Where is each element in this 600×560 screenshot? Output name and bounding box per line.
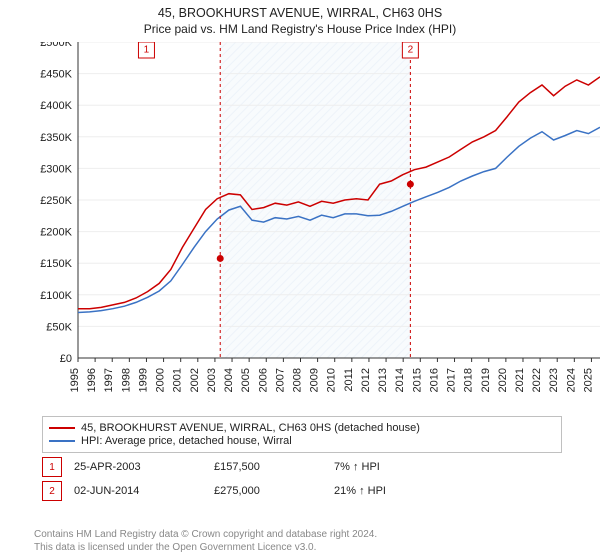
svg-text:2004: 2004 <box>223 368 235 392</box>
svg-text:2024: 2024 <box>565 368 577 392</box>
svg-text:2003: 2003 <box>206 368 218 392</box>
legend: 45, BROOKHURST AVENUE, WIRRAL, CH63 0HS … <box>42 416 562 453</box>
svg-text:2000: 2000 <box>155 368 167 392</box>
svg-text:£500K: £500K <box>40 42 72 49</box>
svg-text:2006: 2006 <box>257 368 269 392</box>
svg-text:2013: 2013 <box>377 368 389 392</box>
svg-text:2007: 2007 <box>274 368 286 392</box>
svg-text:2014: 2014 <box>394 368 406 392</box>
svg-text:2011: 2011 <box>343 368 355 392</box>
tx-price: £275,000 <box>214 485 334 497</box>
tx-delta: 7% ↑ HPI <box>334 461 590 473</box>
svg-text:2012: 2012 <box>360 368 372 392</box>
footer-line-2: This data is licensed under the Open Gov… <box>34 542 316 553</box>
svg-text:2001: 2001 <box>172 368 184 392</box>
footer-line-1: Contains HM Land Registry data © Crown c… <box>34 529 377 540</box>
svg-text:2020: 2020 <box>497 368 509 392</box>
svg-text:2009: 2009 <box>309 368 321 392</box>
svg-text:1999: 1999 <box>137 368 149 392</box>
svg-text:1: 1 <box>144 45 150 56</box>
svg-text:2008: 2008 <box>291 368 303 392</box>
svg-text:1995: 1995 <box>69 368 81 392</box>
svg-text:£250K: £250K <box>40 195 72 207</box>
legend-label: 45, BROOKHURST AVENUE, WIRRAL, CH63 0HS … <box>81 422 420 434</box>
attribution-footer: Contains HM Land Registry data © Crown c… <box>34 529 590 554</box>
chart-title: 45, BROOKHURST AVENUE, WIRRAL, CH63 0HS <box>8 6 592 20</box>
legend-swatch <box>49 440 75 442</box>
legend-label: HPI: Average price, detached house, Wirr… <box>81 435 292 447</box>
svg-text:£100K: £100K <box>40 290 72 302</box>
svg-text:2010: 2010 <box>326 368 338 392</box>
svg-text:1998: 1998 <box>120 368 132 392</box>
tx-marker-1: 1 <box>42 457 62 477</box>
svg-text:1997: 1997 <box>103 368 115 392</box>
tx-marker-2: 2 <box>42 481 62 501</box>
transactions-table: 1 25-APR-2003£157,5007% ↑ HPI 2 02-JUN-2014… <box>42 457 590 501</box>
svg-text:2015: 2015 <box>411 368 423 392</box>
tx-price: £157,500 <box>214 461 334 473</box>
svg-text:2005: 2005 <box>240 368 252 392</box>
sale-point-2 <box>407 181 414 188</box>
tx-delta: 21% ↑ HPI <box>334 485 590 497</box>
svg-text:£150K: £150K <box>40 258 72 270</box>
svg-text:2: 2 <box>408 45 414 56</box>
svg-text:2025: 2025 <box>582 368 594 392</box>
tx-date: 02-JUN-2014 <box>74 485 214 497</box>
svg-text:2016: 2016 <box>428 368 440 392</box>
svg-text:2021: 2021 <box>514 368 526 392</box>
svg-text:2017: 2017 <box>446 368 458 392</box>
svg-text:2002: 2002 <box>189 368 201 392</box>
sale-point-1 <box>217 255 224 262</box>
legend-row: HPI: Average price, detached house, Wirr… <box>49 435 555 447</box>
svg-text:£50K: £50K <box>46 321 72 333</box>
legend-row: 45, BROOKHURST AVENUE, WIRRAL, CH63 0HS … <box>49 422 555 434</box>
chart-area: £0 £50K £100K £150K £200K £250K £300K £350K £400… <box>40 42 600 412</box>
legend-swatch <box>49 427 75 429</box>
svg-text:2023: 2023 <box>548 368 560 392</box>
svg-text:£0: £0 <box>60 353 72 365</box>
svg-text:£350K: £350K <box>40 132 72 144</box>
tx-date: 25-APR-2003 <box>74 461 214 473</box>
svg-text:£200K: £200K <box>40 227 72 239</box>
svg-text:£450K: £450K <box>40 69 72 81</box>
svg-text:£300K: £300K <box>40 163 72 175</box>
svg-text:2022: 2022 <box>531 368 543 392</box>
svg-text:2019: 2019 <box>480 368 492 392</box>
svg-text:2018: 2018 <box>463 368 475 392</box>
svg-text:1996: 1996 <box>86 368 98 392</box>
svg-text:£400K: £400K <box>40 100 72 112</box>
chart-subtitle: Price paid vs. HM Land Registry's House … <box>8 22 592 36</box>
